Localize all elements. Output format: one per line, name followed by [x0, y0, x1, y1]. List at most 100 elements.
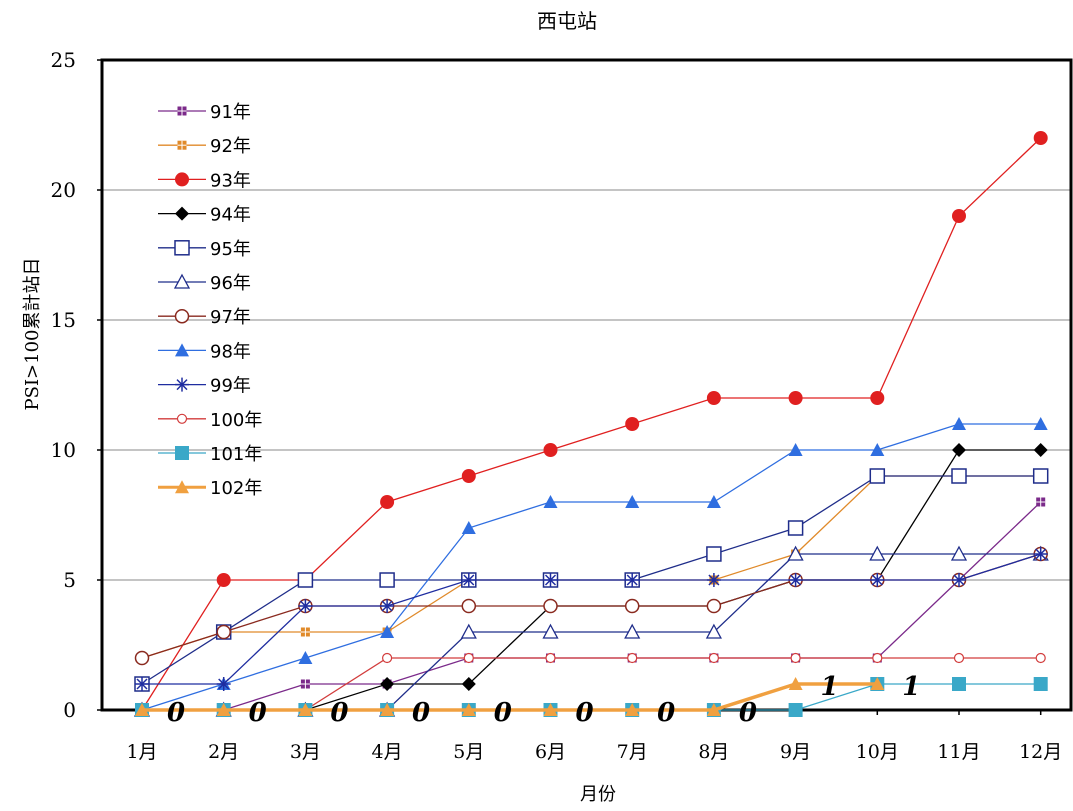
legend-label: 92年	[210, 136, 251, 157]
legend-marker	[175, 172, 189, 187]
data-point	[380, 495, 395, 509]
data-point	[461, 677, 476, 691]
data-point	[790, 652, 801, 664]
x-tick-label: 8月	[698, 741, 729, 763]
data-point	[461, 469, 476, 483]
data-label: 0	[330, 698, 348, 728]
legend-label: 97年	[210, 307, 251, 328]
data-point	[870, 573, 885, 587]
data-point	[870, 443, 885, 456]
data-label: 0	[249, 698, 267, 728]
data-label: 0	[657, 698, 675, 728]
data-point	[950, 545, 968, 561]
legend-entry: 97年	[158, 307, 251, 328]
data-label: 0	[739, 698, 757, 728]
legend-entry: 92年	[158, 136, 251, 157]
x-tick-label: 2月	[208, 741, 239, 763]
chart-title: 西屯站	[537, 9, 597, 33]
data-point	[300, 679, 310, 689]
legend-marker	[173, 273, 191, 289]
series-93年	[135, 131, 1048, 717]
legend-entry: 93年	[158, 170, 251, 191]
data-point	[380, 677, 395, 691]
data-point	[461, 521, 476, 534]
data-point	[1033, 443, 1048, 457]
legend-entry: 95年	[158, 239, 251, 260]
data-point	[543, 495, 558, 508]
data-point	[545, 652, 556, 664]
legend-label: 96年	[210, 273, 251, 294]
data-point	[870, 677, 885, 690]
data-point	[380, 703, 395, 716]
legend-marker	[176, 413, 188, 424]
data-point	[543, 443, 558, 457]
legend-entry: 100年	[158, 410, 262, 431]
data-labels: 0 0 0 0 0 0 0 0 1 1	[167, 672, 920, 728]
data-label: 0	[575, 698, 593, 728]
data-point	[543, 573, 558, 587]
series-line	[141, 553, 1041, 659]
data-point	[788, 677, 803, 690]
legend-label: 94年	[210, 205, 251, 226]
legend-label: 102年	[210, 478, 262, 499]
legend-marker	[175, 480, 189, 494]
legend-label: 100年	[210, 410, 262, 431]
y-axis-label: PSI>100累計站日	[22, 258, 43, 411]
x-tick-label: 5月	[453, 741, 484, 763]
series-102年	[135, 677, 885, 716]
data-point	[706, 703, 721, 716]
data-point	[298, 651, 313, 664]
data-point	[298, 703, 313, 716]
y-tick-label: 20	[51, 178, 76, 202]
legend-entry: 96年	[158, 273, 251, 294]
data-point	[787, 520, 804, 536]
y-tick-label: 5	[63, 568, 76, 592]
data-point	[379, 572, 395, 588]
series-lines	[133, 131, 1049, 717]
data-point	[706, 391, 721, 405]
legend-label: 98年	[210, 341, 251, 362]
data-point	[706, 495, 721, 508]
data-point	[461, 598, 477, 614]
series-line	[142, 682, 878, 712]
data-point	[135, 703, 149, 716]
data-point	[463, 652, 474, 664]
data-label: 1	[902, 672, 920, 702]
data-point	[625, 573, 640, 587]
data-point	[952, 677, 966, 691]
data-point	[951, 468, 967, 484]
y-tick-label: 0	[63, 698, 76, 722]
data-point	[952, 443, 966, 457]
series-97年	[134, 546, 1048, 666]
data-point	[380, 599, 395, 613]
data-point	[1033, 677, 1048, 691]
data-point	[706, 546, 722, 562]
data-point	[872, 652, 883, 664]
data-point	[216, 677, 231, 691]
data-point	[787, 545, 804, 561]
data-point	[542, 623, 559, 639]
data-point	[625, 495, 640, 508]
data-point	[460, 623, 477, 639]
legend-marker	[177, 106, 187, 116]
data-point	[297, 572, 314, 588]
legend-marker	[175, 206, 189, 221]
legend-entry: 101年	[158, 444, 262, 465]
legend-label: 93年	[210, 170, 251, 191]
legend-marker	[174, 240, 190, 256]
legend-marker	[175, 377, 189, 392]
data-point	[952, 417, 966, 430]
series-line	[141, 137, 1042, 711]
y-tick-label: 15	[51, 308, 76, 332]
legend: 91年 92年 93年 94年 95年 96年 97年 98年 99年 100年 101年 102年	[158, 102, 262, 499]
data-point	[705, 623, 722, 639]
data-point	[1033, 417, 1048, 430]
x-tick-label: 3月	[290, 741, 321, 763]
legend-marker	[177, 140, 187, 150]
x-tick-label: 6月	[535, 741, 566, 763]
data-point	[298, 599, 313, 613]
data-point	[1033, 547, 1048, 561]
legend-label: 101年	[210, 444, 262, 465]
